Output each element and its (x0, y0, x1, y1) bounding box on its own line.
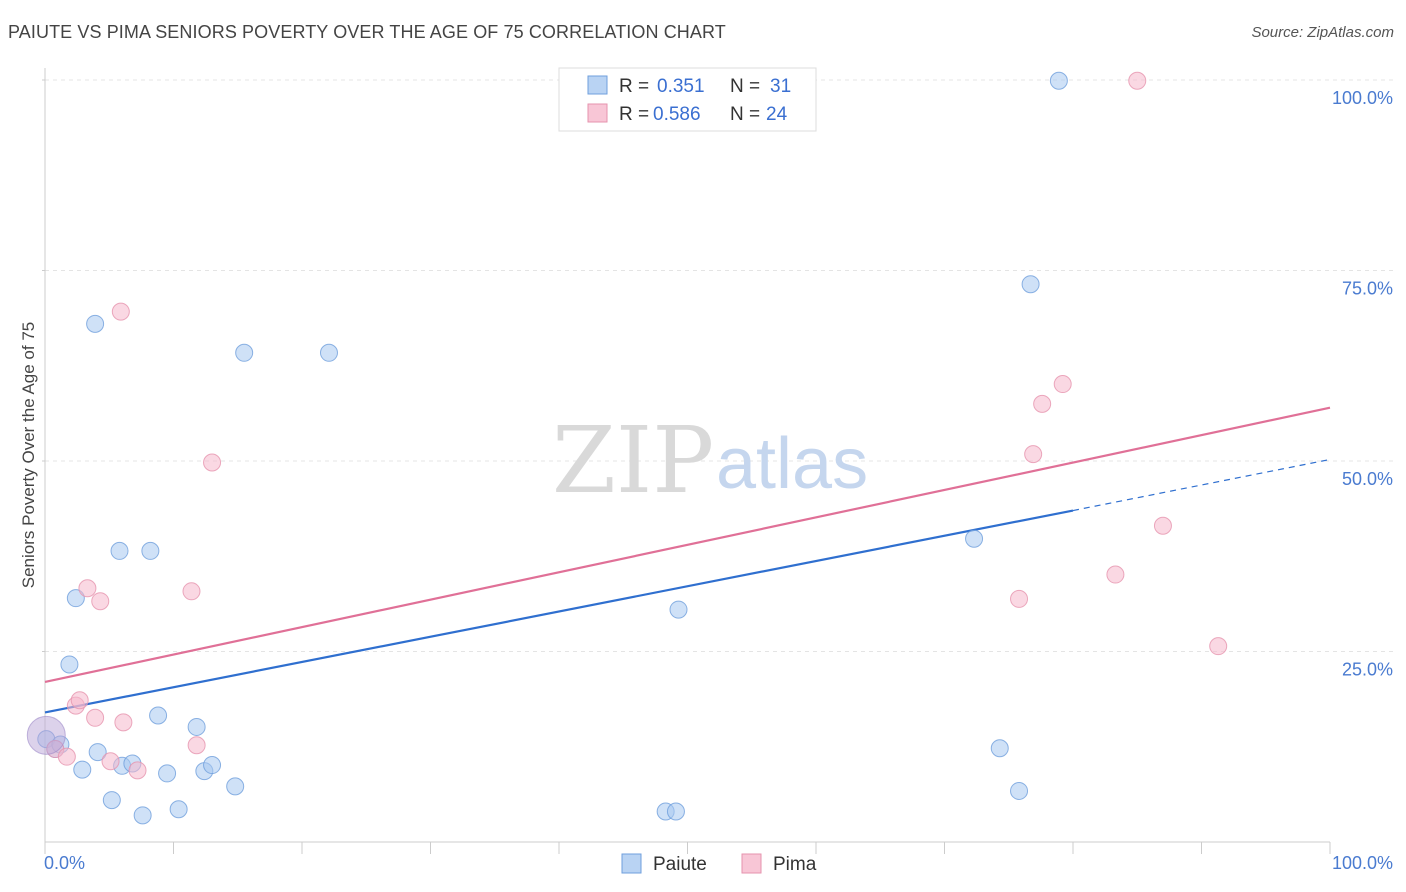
point-pima-9 (114, 713, 133, 732)
point-pima-6 (91, 592, 110, 611)
point-cluster-left (26, 715, 66, 755)
bottom-legend-label-paiute: Paiute (653, 854, 707, 875)
legend-swatch-paiute (587, 75, 608, 95)
y-tick-label-75: 75.0% (1342, 279, 1393, 299)
y-tick-labels: 25.0% 50.0% 75.0% 100.0% (1332, 88, 1393, 680)
watermark-zip: ZIP (552, 407, 714, 514)
point-paiute-25 (669, 600, 688, 619)
trend-line-pima (44, 406, 1331, 684)
point-pima-21 (1209, 637, 1228, 656)
legend-swatch-pima (587, 103, 608, 123)
point-paiute-29 (1021, 275, 1040, 294)
point-paiute-12 (133, 806, 152, 825)
bottom-legend-swatch-pima (741, 853, 762, 874)
point-paiute-13 (141, 541, 160, 560)
trend-lines (44, 406, 1331, 714)
point-paiute-22 (319, 343, 338, 362)
y-tick-label-100: 100.0% (1332, 88, 1393, 108)
legend-n-label-pima: N = (730, 104, 760, 125)
legend-n-label-paiute: N = (730, 76, 760, 97)
point-paiute-4 (66, 589, 85, 608)
point-pima-8 (111, 302, 130, 321)
x-ticks (44, 842, 1331, 854)
point-pima-11 (182, 582, 201, 601)
point-paiute-3 (60, 655, 79, 674)
point-paiute-30 (1049, 71, 1068, 90)
point-paiute-15 (158, 764, 177, 783)
point-paiute-20 (226, 777, 245, 796)
point-pima-5 (86, 708, 105, 727)
source-label: Source: ZipAtlas.com (1251, 24, 1394, 41)
point-paiute-14 (149, 706, 168, 725)
point-paiute-9 (110, 541, 129, 560)
point-pima-16 (1033, 394, 1052, 413)
point-paiute-19 (203, 756, 222, 775)
y-tick-label-25: 25.0% (1342, 660, 1393, 680)
bottom-legend-swatch-paiute (621, 853, 642, 874)
point-paiute-16 (169, 800, 188, 819)
legend-r-label-pima: R = (619, 104, 649, 125)
point-pima-12 (187, 736, 206, 755)
chart-title: PAIUTE VS PIMA SENIORS POVERTY OVER THE … (8, 22, 726, 42)
grid-lines (42, 79, 1393, 652)
trend-line-paiute (44, 509, 1074, 714)
point-paiute-17 (187, 717, 206, 736)
point-paiute-24 (666, 802, 685, 821)
point-paiute-21 (235, 343, 254, 362)
point-paiute-27 (990, 739, 1009, 758)
point-pima-3 (70, 691, 89, 710)
point-pima-4 (78, 579, 97, 598)
y-axis-label: Seniors Poverty Over the Age of 75 (19, 322, 38, 588)
point-pima-19 (1128, 71, 1147, 90)
bottom-legend: Paiute Pima (621, 853, 817, 875)
point-paiute-7 (88, 743, 107, 762)
legend-n-value-paiute: 31 (770, 76, 791, 97)
trend-extension-paiute (1072, 458, 1331, 512)
point-pima-15 (1024, 445, 1043, 464)
x-tick-label-min: 0.0% (44, 853, 85, 873)
point-pima-14 (1010, 589, 1029, 608)
point-paiute-8 (102, 791, 121, 810)
point-paiute-5 (73, 760, 92, 779)
legend-n-value-pima: 24 (766, 104, 788, 125)
point-pima-1 (57, 747, 76, 766)
x-tick-label-max: 100.0% (1332, 853, 1393, 873)
point-pima-7 (101, 752, 120, 771)
data-points (26, 71, 1228, 825)
point-paiute-6 (86, 314, 105, 333)
legend-box: R = 0.351 N = 31 R = 0.586 N = 24 (558, 67, 817, 132)
point-paiute-28 (1010, 781, 1029, 800)
point-pima-20 (1153, 516, 1172, 535)
point-pima-17 (1053, 375, 1072, 394)
point-paiute-26 (965, 529, 984, 548)
point-pima-10 (128, 761, 147, 780)
point-pima-18 (1106, 565, 1125, 584)
legend-r-value-pima: 0.586 (653, 104, 701, 125)
point-pima-13 (203, 453, 222, 472)
legend-r-label-paiute: R = (619, 76, 649, 97)
bottom-legend-label-pima: Pima (773, 854, 817, 875)
watermark: ZIP atlas (552, 407, 868, 514)
y-tick-label-50: 50.0% (1342, 469, 1393, 489)
legend-r-value-paiute: 0.351 (657, 76, 705, 97)
watermark-atlas: atlas (716, 424, 868, 504)
